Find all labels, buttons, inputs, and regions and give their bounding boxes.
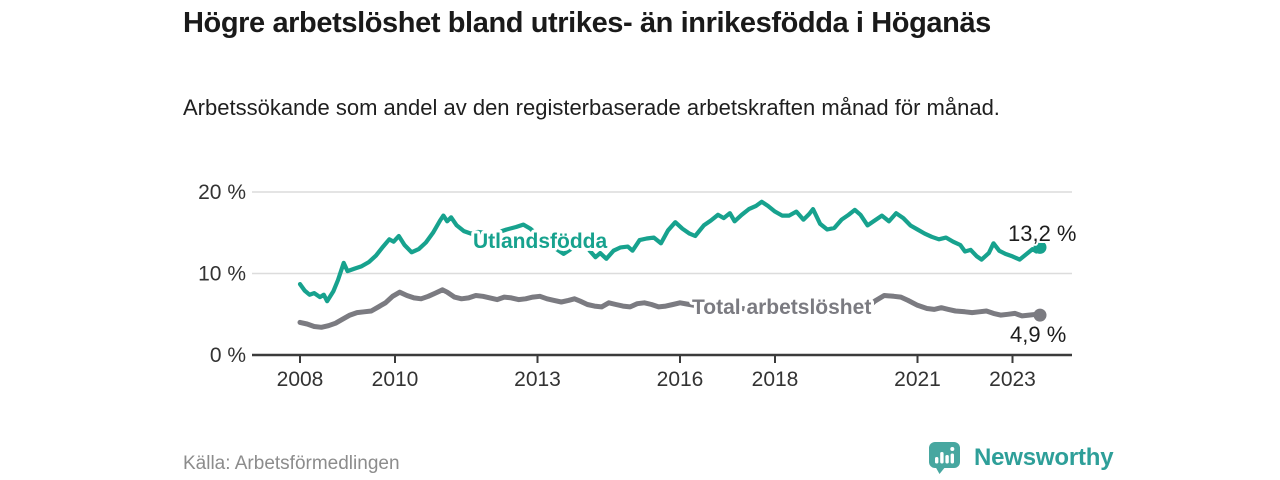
end-value-label-utlandsfodda: 13,2 %	[1008, 221, 1077, 246]
end-value-label-total: 4,9 %	[1010, 322, 1066, 347]
x-axis-label: 2016	[657, 368, 704, 391]
x-axis-label: 2021	[894, 368, 941, 391]
series-endpoint-dot-1	[1033, 308, 1047, 322]
y-axis-label: 0 %	[210, 344, 246, 367]
chart-subtitle: Arbetssökande som andel av den registerb…	[183, 95, 1000, 120]
newsworthy-logo: Newsworthy	[928, 441, 1114, 475]
x-axis-label: 2010	[372, 368, 419, 391]
x-axis-label: 2008	[277, 368, 324, 391]
source-attribution: Källa: Arbetsförmedlingen	[183, 453, 400, 474]
series-label-total-arbetsloshet: Total arbetslöshet	[692, 296, 871, 319]
gridlines	[252, 191, 1072, 275]
x-axis	[252, 353, 1072, 363]
x-axis-label: 2023	[989, 368, 1036, 391]
y-axis-label: 10 %	[198, 263, 246, 286]
bar-chart-glyph	[935, 447, 955, 464]
brand-wordmark: Newsworthy	[974, 444, 1114, 471]
series-label-utlandsfodda: Utlandsfödda	[473, 230, 607, 253]
x-axis-label: 2013	[514, 368, 561, 391]
chart-title: Högre arbetslöshet bland utrikes- än inr…	[183, 7, 991, 39]
x-axis-label: 2018	[752, 368, 799, 391]
series-line-1	[297, 287, 1043, 330]
series-line-0	[297, 199, 1043, 304]
series-endpoint-dot-0	[1033, 240, 1047, 254]
y-axis-label: 20 %	[198, 181, 246, 204]
newsworthy-logo-icon	[929, 442, 960, 474]
series-lines	[297, 199, 1047, 330]
x-axis-labels: 2008 2010 2013 2016 2018 2021 2023	[277, 368, 1036, 391]
y-axis-labels: 0 % 10 % 20 %	[198, 181, 246, 367]
